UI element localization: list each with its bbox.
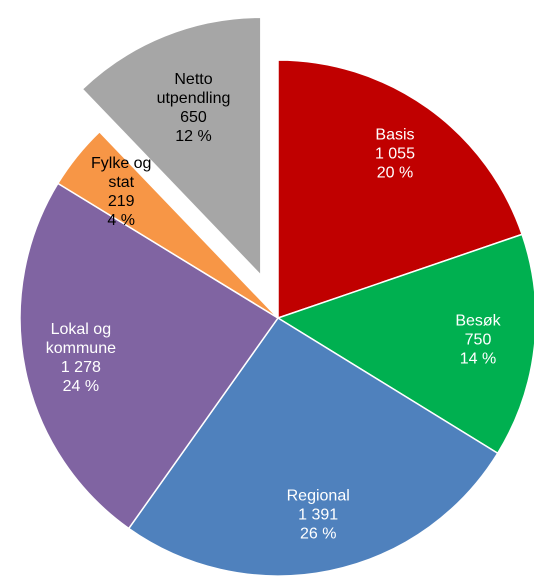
percentage-label: 12 % (175, 127, 212, 145)
category-label: Regional (286, 487, 350, 505)
value-label: 650 (180, 108, 207, 126)
slice-label: Regional 1 391 26 % (277, 487, 359, 544)
slice-label: Besøk 750 14 % (437, 312, 519, 369)
percentage-label: 14 % (459, 350, 497, 368)
value-label: 1 278 (60, 359, 101, 377)
pie-slice (276, 233, 534, 455)
pie-slice (56, 130, 279, 319)
pie-slice (19, 182, 280, 530)
value-label: 1 391 (298, 506, 339, 524)
percentage-label: 24 % (62, 378, 100, 396)
category-label: Besøk (455, 312, 501, 330)
slice-label: Basis 1 055 20 % (354, 126, 436, 183)
slice-label: Lokal og kommune 1 278 24 % (40, 320, 122, 396)
pie-slice (81, 16, 262, 278)
percentage-label: 4 % (107, 211, 135, 229)
slice-label: Netto utpendling 650 12 % (152, 70, 234, 146)
value-label: 219 (107, 192, 135, 210)
percentage-label: 26 % (299, 525, 337, 543)
slice-label: Fylke og stat 219 4 % (80, 154, 162, 230)
category-label: Fylke og stat (90, 154, 152, 191)
pie-slice (127, 316, 499, 577)
pie-slice (277, 59, 524, 320)
value-label: 750 (464, 331, 492, 349)
percentage-label: 20 % (376, 164, 414, 182)
category-label: Netto utpendling (156, 70, 231, 107)
category-label: Lokal og kommune (45, 321, 116, 358)
value-label: 1 055 (374, 145, 415, 163)
category-label: Basis (375, 126, 415, 144)
